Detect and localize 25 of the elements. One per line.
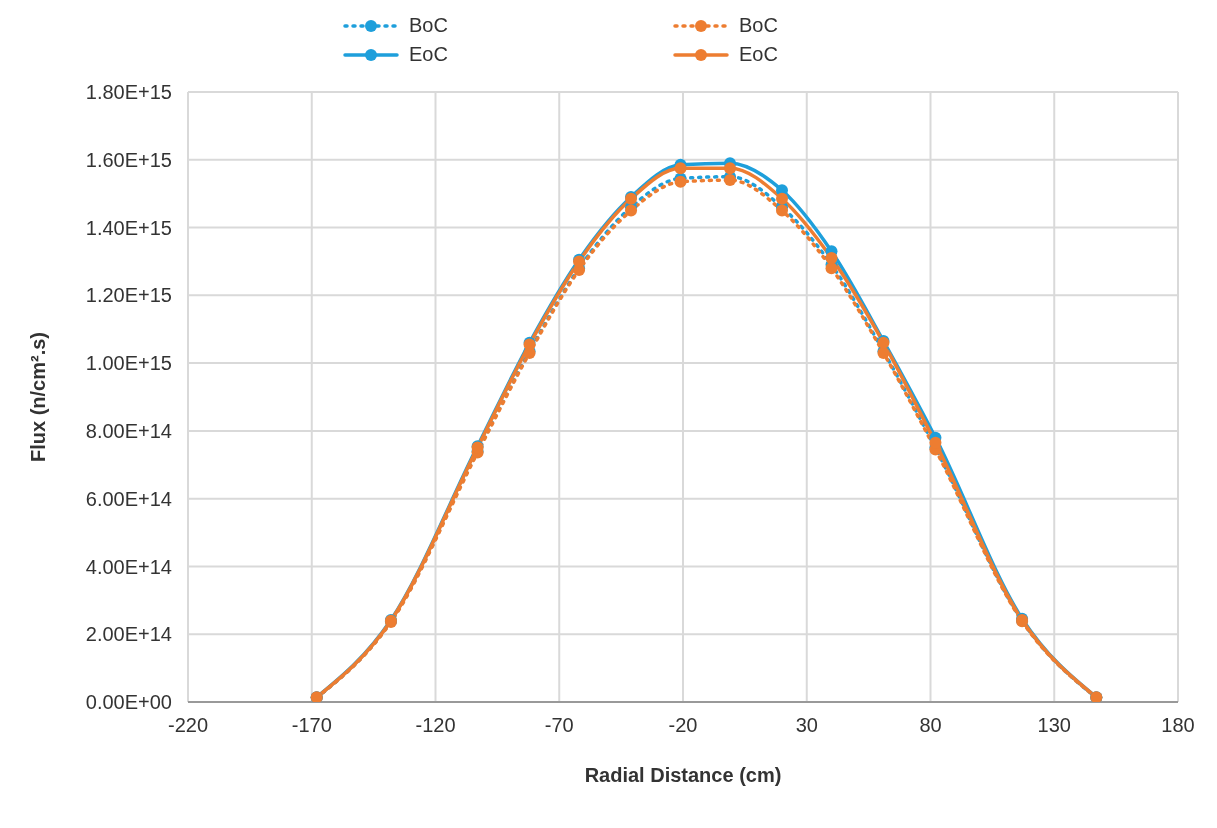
y-tick-label: 1.40E+15 [85, 216, 172, 239]
y-tick-label: 1.00E+15 [85, 352, 172, 375]
y-tick-label: 1.20E+15 [85, 284, 172, 307]
x-tick-label: 30 [795, 714, 818, 737]
y-tick-label: 1.80E+15 [85, 81, 172, 104]
x-tick-label: -220 [167, 714, 209, 737]
y-tick-label: 8.00E+14 [85, 419, 172, 442]
x-tick-label: -170 [291, 714, 332, 737]
legend-label: BoC [409, 14, 448, 37]
x-tick-label: -120 [415, 714, 456, 737]
y-tick-label: 2.00E+14 [85, 623, 172, 646]
x-tick-label: -70 [544, 714, 574, 737]
legend-label: BoC [739, 14, 778, 37]
x-tick-label: -20 [668, 714, 698, 737]
y-axis-title: Flux (n/cm².s) [27, 331, 50, 463]
y-tick-label: 4.00E+14 [85, 555, 172, 578]
y-tick-label: 6.00E+14 [85, 487, 172, 510]
x-axis-title: Radial Distance (cm) [584, 764, 782, 786]
x-tick-label: 130 [1037, 714, 1071, 737]
legend-label: EoC [409, 43, 448, 66]
y-tick-label: 1.60E+15 [85, 148, 172, 171]
x-tick-label: 180 [1161, 714, 1195, 737]
x-tick-label: 80 [919, 714, 942, 737]
y-tick-label: 0.00E+00 [85, 691, 172, 714]
legend-label: EoC [739, 43, 778, 66]
